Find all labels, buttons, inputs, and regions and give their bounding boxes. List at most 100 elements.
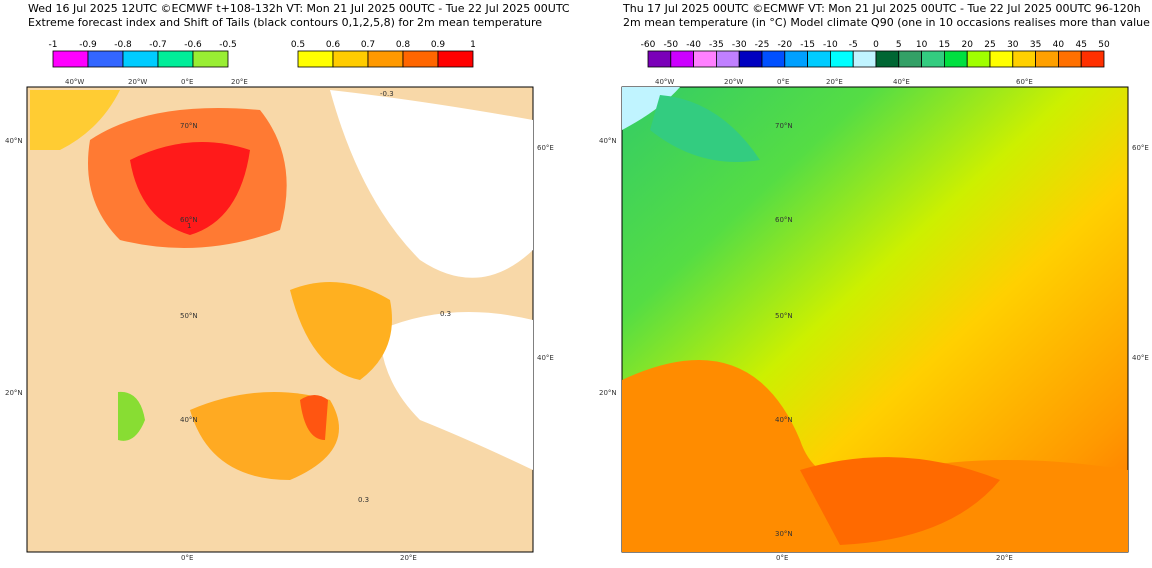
colorbar-box	[297, 50, 334, 68]
colorbar-box	[192, 50, 229, 68]
colorbar-label: 0	[873, 40, 879, 50]
colorbar-box	[875, 50, 900, 68]
map-label: 70°N	[180, 122, 198, 130]
map-label: 20°E	[231, 78, 248, 86]
colorbar-box	[367, 50, 404, 68]
map-label: 60°E	[1132, 144, 1149, 152]
header-line: Extreme forecast index and Shift of Tail…	[28, 16, 542, 29]
colorbar-box	[761, 50, 786, 68]
map-label: 0°E	[181, 554, 193, 562]
colorbar-label: 40	[1053, 40, 1065, 50]
colorbar-label: 0.7	[361, 40, 375, 50]
map-label: 20°E	[996, 554, 1013, 562]
colorbar-label: 15	[939, 40, 950, 50]
map-label: 20°W	[128, 78, 147, 86]
map-label: 40°W	[655, 78, 674, 86]
header-line: Wed 16 Jul 2025 12UTC ©ECMWF t+108-132h …	[28, 2, 570, 15]
map-label: 60°E	[537, 144, 554, 152]
colorbar-label: -0.8	[114, 40, 132, 50]
colorbar-box	[989, 50, 1014, 68]
colorbar-label: 45	[1075, 40, 1086, 50]
colorbar-label: -5	[849, 40, 858, 50]
colorbars: -1 -0.9 -0.8 -0.7 -0.6 -0.5 0.5 0.6 0.7 0.8 0.9 1 -6…	[49, 40, 1110, 68]
map-label: 20°N	[5, 389, 23, 397]
colorbar-label: -1	[49, 40, 58, 50]
header-line: Thu 17 Jul 2025 00UTC ©ECMWF VT: Mon 21 …	[622, 2, 1141, 15]
colorbar-box	[1080, 50, 1105, 68]
map-label: 0°E	[181, 78, 193, 86]
colorbar-box	[784, 50, 808, 68]
colorbar-box	[157, 50, 194, 68]
colorbar-box	[898, 50, 922, 68]
colorbar-label: 25	[984, 40, 995, 50]
map-label: 0°E	[776, 554, 788, 562]
map-label: 40°N	[5, 137, 23, 145]
colorbar-label: 35	[1030, 40, 1041, 50]
colorbar-box	[716, 50, 740, 68]
map-label: 0°E	[777, 78, 789, 86]
colorbar-box	[1058, 50, 1082, 68]
map-label: 40°W	[65, 78, 84, 86]
colorbar-label: 10	[916, 40, 928, 50]
colorbar-label: 1	[470, 40, 476, 50]
colorbar-label: -15	[800, 40, 815, 50]
colorbar-label: -0.5	[219, 40, 237, 50]
colorbar-box	[122, 50, 159, 68]
colorbar-label: -20	[777, 40, 792, 50]
colorbar-box	[852, 50, 877, 68]
map-label: 20°E	[826, 78, 843, 86]
colorbar-box	[437, 50, 474, 68]
colorbar-box	[921, 50, 945, 68]
colorbar-label: 5	[896, 40, 902, 50]
map-label: 30°N	[775, 530, 793, 538]
contour-label: 0.3	[358, 496, 369, 504]
map-label: 60°N	[180, 216, 198, 224]
colorbar-box	[332, 50, 369, 68]
map-label: 70°N	[775, 122, 793, 130]
colorbar-label: -0.7	[149, 40, 167, 50]
contour-label: -0.3	[380, 90, 394, 98]
colorbar-label: -0.9	[79, 40, 97, 50]
map-label: 20°N	[599, 389, 617, 397]
colorbar-box	[647, 50, 672, 68]
colorbar-label: -10	[823, 40, 838, 50]
colorbar-label: -0.6	[184, 40, 202, 50]
map-label: 50°N	[775, 312, 793, 320]
colorbar-box	[830, 50, 854, 68]
map-label: 40°N	[775, 416, 793, 424]
colorbar-label: 0.6	[326, 40, 341, 50]
colorbar-box	[966, 50, 991, 68]
colorbar-label: 0.8	[396, 40, 411, 50]
left-map: 40°W 20°W 0°E 20°E 40°N 20°N 60°E 40°E 7…	[5, 78, 554, 562]
colorbar-box	[807, 50, 831, 68]
colorbar-box	[738, 50, 763, 68]
map-label: 50°N	[180, 312, 198, 320]
header-line: 2m mean temperature (in °C) Model climat…	[623, 16, 1152, 29]
contour-label: 0.3	[440, 310, 451, 318]
contour-label: 1	[187, 222, 191, 230]
map-label: 40°E	[537, 354, 554, 362]
map-label: 40°E	[893, 78, 910, 86]
colorbar-label: -40	[686, 40, 701, 50]
colorbar-box	[402, 50, 439, 68]
colorbar-label: -25	[755, 40, 770, 50]
colorbar-label: 50	[1098, 40, 1110, 50]
right-map: 40°W 20°W 0°E 20°E 40°E 60°E 40°N 20°N 6…	[599, 78, 1149, 562]
colorbar-box	[52, 50, 89, 68]
map-label: 60°E	[1016, 78, 1033, 86]
colorbar-box	[670, 50, 694, 68]
map-label: 20°W	[724, 78, 743, 86]
colorbar-label: -60	[641, 40, 656, 50]
colorbar-label: 0.9	[431, 40, 446, 50]
colorbar-label: 0.5	[291, 40, 305, 50]
colorbar-box	[1035, 50, 1059, 68]
map-label: 40°E	[1132, 354, 1149, 362]
colorbar-box	[693, 50, 717, 68]
colorbar-label: 20	[961, 40, 973, 50]
colorbar-label: -35	[709, 40, 724, 50]
colorbar-box	[1012, 50, 1036, 68]
map-label: 60°N	[775, 216, 793, 224]
colorbar-label: -30	[732, 40, 747, 50]
colorbar-label: 30	[1007, 40, 1019, 50]
